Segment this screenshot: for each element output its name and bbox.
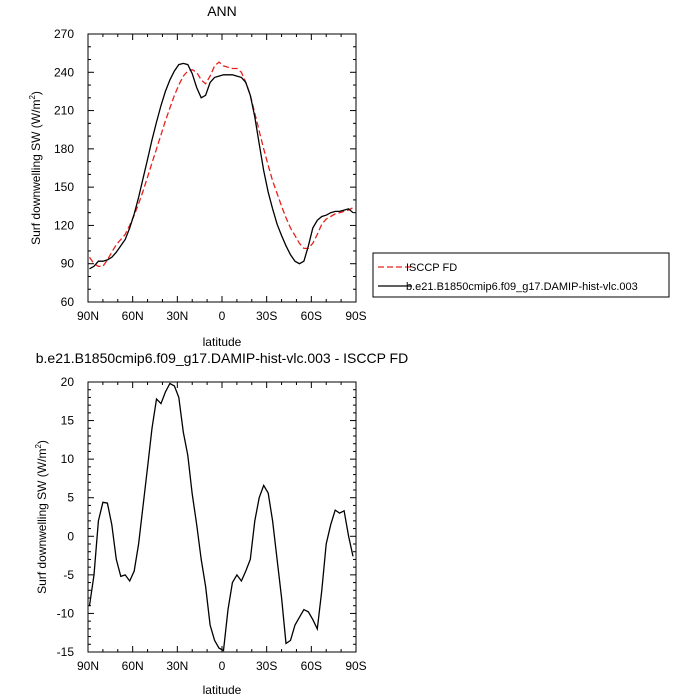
top-ytick-label: 240 bbox=[54, 65, 74, 79]
bottom-chart-xlabel: latitude bbox=[203, 683, 242, 697]
top-series-line-0 bbox=[88, 61, 354, 267]
top-ytick-label: 90 bbox=[61, 257, 75, 271]
top-chart-frame bbox=[87, 33, 357, 303]
bottom-chart-title: b.e21.B1850cmip6.f09_g17.DAMIP-hist-vlc.… bbox=[36, 350, 408, 366]
bottom-chart-marks bbox=[88, 382, 354, 652]
top-chart-xlabel: latitude bbox=[203, 335, 242, 349]
bottom-xtick-label: 30N bbox=[166, 659, 188, 673]
bottom-series-line-0 bbox=[88, 382, 354, 652]
bottom-chart-ticks: 90N 60N 30N 0 30S 60S 90S -15 -10 -5 0 5 10 15 20 bbox=[57, 375, 367, 673]
bottom-xtick-label: 90S bbox=[345, 659, 366, 673]
top-chart: ANN 90N 60N 30N 0 30S 60S 90S 60 90 120 150 180 210 2… bbox=[28, 3, 670, 349]
top-xtick-label: 0 bbox=[219, 309, 226, 323]
bottom-ytick-label: 10 bbox=[61, 452, 75, 466]
bottom-ytick-label: -15 bbox=[57, 645, 75, 659]
bottom-xtick-label: 60S bbox=[301, 659, 322, 673]
top-chart-ticks: 90N 60N 30N 0 30S 60S 90S 60 90 120 150 180 210 240 27… bbox=[54, 27, 367, 323]
top-xtick-label: 90N bbox=[77, 309, 99, 323]
top-xtick-label: 90S bbox=[345, 309, 366, 323]
bottom-chart: b.e21.B1850cmip6.f09_g17.DAMIP-hist-vlc.… bbox=[34, 350, 408, 697]
bottom-ytick-label: -5 bbox=[63, 568, 74, 582]
bottom-xtick-label: 90N bbox=[77, 659, 99, 673]
top-ytick-label: 180 bbox=[54, 142, 74, 156]
bottom-chart-ylabel: Surf downwelling SW (W/m2) bbox=[34, 440, 49, 594]
bottom-ytick-label: 15 bbox=[61, 414, 75, 428]
bottom-ytick-label: 20 bbox=[61, 375, 75, 389]
top-ytick-label: 60 bbox=[61, 295, 75, 309]
top-ytick-label: 120 bbox=[54, 218, 74, 232]
bottom-xtick-label: 0 bbox=[219, 659, 226, 673]
bottom-ytick-label: 5 bbox=[67, 491, 74, 505]
legend-box bbox=[372, 252, 670, 298]
top-xtick-label: 60S bbox=[301, 309, 322, 323]
top-ytick-label: 270 bbox=[54, 27, 74, 41]
top-chart-marks bbox=[88, 61, 354, 270]
bottom-ytick-label: 0 bbox=[67, 529, 74, 543]
bottom-chart-frame bbox=[87, 381, 357, 653]
top-chart-ylabel: Surf downwelling SW (W/m2) bbox=[28, 91, 43, 245]
bottom-xtick-label: 30S bbox=[256, 659, 277, 673]
top-chart-title: ANN bbox=[207, 3, 237, 19]
top-xtick-label: 60N bbox=[122, 309, 144, 323]
top-series-line-1 bbox=[89, 62, 354, 270]
top-ytick-label: 150 bbox=[54, 180, 74, 194]
bottom-ytick-label: -10 bbox=[57, 606, 75, 620]
top-xtick-label: 30N bbox=[166, 309, 188, 323]
legend-entry-isccp: ISCCP FD bbox=[406, 262, 457, 274]
top-ytick-label: 210 bbox=[54, 104, 74, 118]
legend-entry-model: b.e21.B1850cmip6.f09_g17.DAMIP-hist-vlc.… bbox=[406, 281, 638, 293]
bottom-xtick-label: 60N bbox=[122, 659, 144, 673]
top-xtick-label: 30S bbox=[256, 309, 277, 323]
top-chart-legend: ISCCP FD b.e21.B1850cmip6.f09_g17.DAMIP-… bbox=[372, 252, 670, 298]
